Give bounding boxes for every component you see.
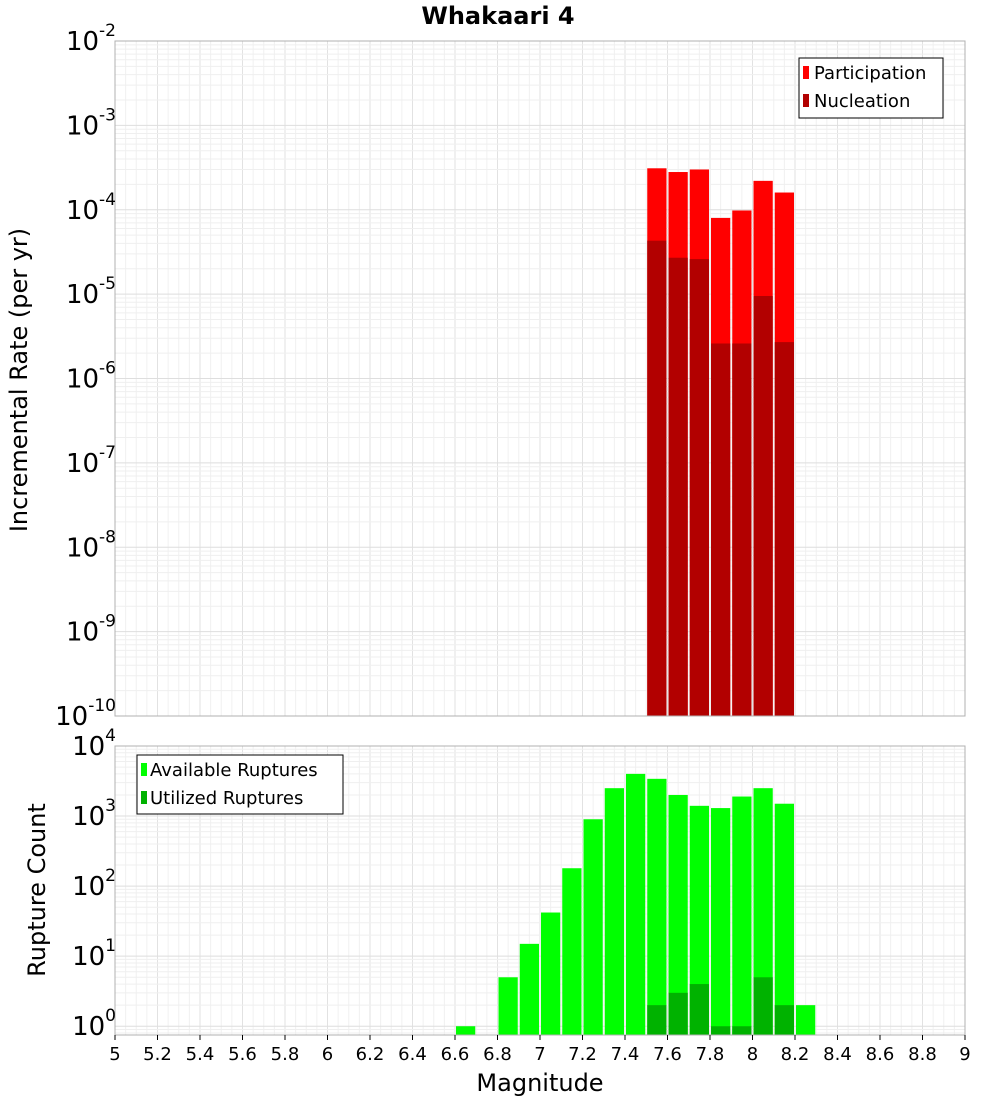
x-tick-label: 6 [322,1044,333,1065]
rate-y-tick-label: 10-3 [66,105,116,141]
rate-bar-nucleation [774,342,794,716]
x-tick-label: 5.4 [186,1044,215,1065]
x-tick-label: 5.6 [228,1044,257,1065]
x-tick-label: 5.2 [143,1044,172,1065]
count-y-tick-label: 101 [72,936,116,972]
x-tick-label: 7.6 [653,1044,682,1065]
x-tick-label: 8.6 [866,1044,895,1065]
legend-swatch-participation [803,66,809,79]
count-bar-utilized-ruptures [753,977,773,1035]
count-y-tick-label: 102 [72,866,116,902]
count-bar-available-ruptures [732,796,752,1035]
count-bars [456,773,816,1035]
count-bar-available-ruptures [541,912,561,1035]
x-tick-label: 5 [109,1044,120,1065]
rate-bar-nucleation [753,296,773,716]
count-bar-available-ruptures [668,794,688,1035]
count-bar-utilized-ruptures [689,984,709,1035]
count-y-tick-label: 100 [72,1006,116,1042]
x-tick-label: 6.4 [398,1044,427,1065]
rate-panel: 10-10 10-9 10-8 10-7 10-6 10-5 10-4 10-3 10-2 In… [5,21,966,732]
count-bar-available-ruptures [562,868,582,1035]
count-bar-available-ruptures [647,778,667,1035]
x-tick-label: 6.6 [441,1044,470,1065]
x-tick-label: 7 [534,1044,545,1065]
rate-bar-nucleation [647,240,667,717]
x-tick-label: 8.4 [823,1044,852,1065]
x-tick-label: 8.2 [781,1044,810,1065]
x-tick-label: 7.8 [696,1044,725,1065]
chart-title: Whakaari 4 [421,2,574,30]
count-bar-available-ruptures [604,788,624,1035]
legend-label-utilized: Utilized Ruptures [150,788,303,809]
x-tick-label: 9 [959,1044,970,1065]
legend-swatch-nucleation [803,94,809,107]
count-bar-utilized-ruptures [647,1005,667,1035]
rate-y-tick-label: 10-5 [66,274,116,310]
legend-label-available: Available Ruptures [150,760,318,781]
rate-y-ticks: 10-10 10-9 10-8 10-7 10-6 10-5 10-4 10-3 10-2 [55,21,116,732]
rate-y-tick-label: 10-6 [66,359,116,395]
count-y-axis-label: Rupture Count [23,803,51,977]
count-y-ticks: 100 101 102 103 104 [72,726,116,1042]
x-tick-label: 8 [747,1044,758,1065]
rate-y-tick-label: 10-10 [55,696,116,732]
count-bar-available-ruptures [796,1005,816,1035]
x-axis-label: Magnitude [476,1069,603,1097]
legend-label-nucleation: Nucleation [814,91,910,112]
rate-legend: Participation Nucleation [798,57,944,119]
count-bar-utilized-ruptures [732,1026,752,1035]
count-bar-available-ruptures [456,1026,476,1035]
x-tick-label: 5.8 [271,1044,300,1065]
rate-bar-nucleation [711,343,731,716]
rate-y-axis-label: Incremental Rate (per yr) [5,228,33,532]
x-tick-label: 6.8 [483,1044,512,1065]
rate-grid [114,40,966,717]
legend-label-participation: Participation [814,63,926,84]
count-bar-utilized-ruptures [668,992,688,1035]
count-bar-available-ruptures [626,773,646,1035]
rate-bar-nucleation [732,343,752,716]
count-bar-available-ruptures [689,805,709,1035]
count-legend: Available Ruptures Utilized Ruptures [136,754,344,815]
count-y-tick-label: 103 [72,796,116,832]
count-y-tick-label: 104 [72,726,116,762]
count-bar-available-ruptures [711,808,731,1035]
x-tick-label: 6.2 [356,1044,385,1065]
count-bar-available-ruptures [753,788,773,1035]
count-legend-box [136,754,344,815]
count-bar-available-ruptures [498,977,518,1035]
count-bar-available-ruptures [774,803,794,1035]
rate-y-tick-label: 10-7 [66,443,116,479]
rate-y-tick-label: 10-2 [66,21,116,57]
count-bar-utilized-ruptures [711,1026,731,1035]
legend-swatch-available [141,763,147,776]
x-tick-label: 7.4 [611,1044,640,1065]
rate-y-tick-label: 10-9 [66,612,116,648]
x-tick-label: 7.2 [568,1044,597,1065]
x-ticks: 5 5.2 5.4 5.6 5.8 6 6.2 6.4 6.6 6.8 7 7.2 7.4 7.6 7.8 8… [109,1035,971,1065]
rate-y-tick-label: 10-8 [66,527,116,563]
rate-bar-nucleation [668,257,688,716]
rate-bars [647,168,794,717]
count-bar-available-ruptures [583,819,603,1035]
rate-legend-box [798,57,944,119]
x-tick-label: 8.8 [908,1044,937,1065]
legend-swatch-utilized [141,791,147,804]
count-bar-available-ruptures [519,943,539,1035]
count-bar-utilized-ruptures [774,1005,794,1035]
count-panel: 100 101 102 103 104 5 5.2 5.4 5.6 5.8 6 6.2 6.4 6.6 6… [23,726,971,1097]
rate-plot-border [114,40,966,717]
rate-bar-nucleation [689,259,709,716]
rate-y-tick-label: 10-4 [66,190,116,226]
